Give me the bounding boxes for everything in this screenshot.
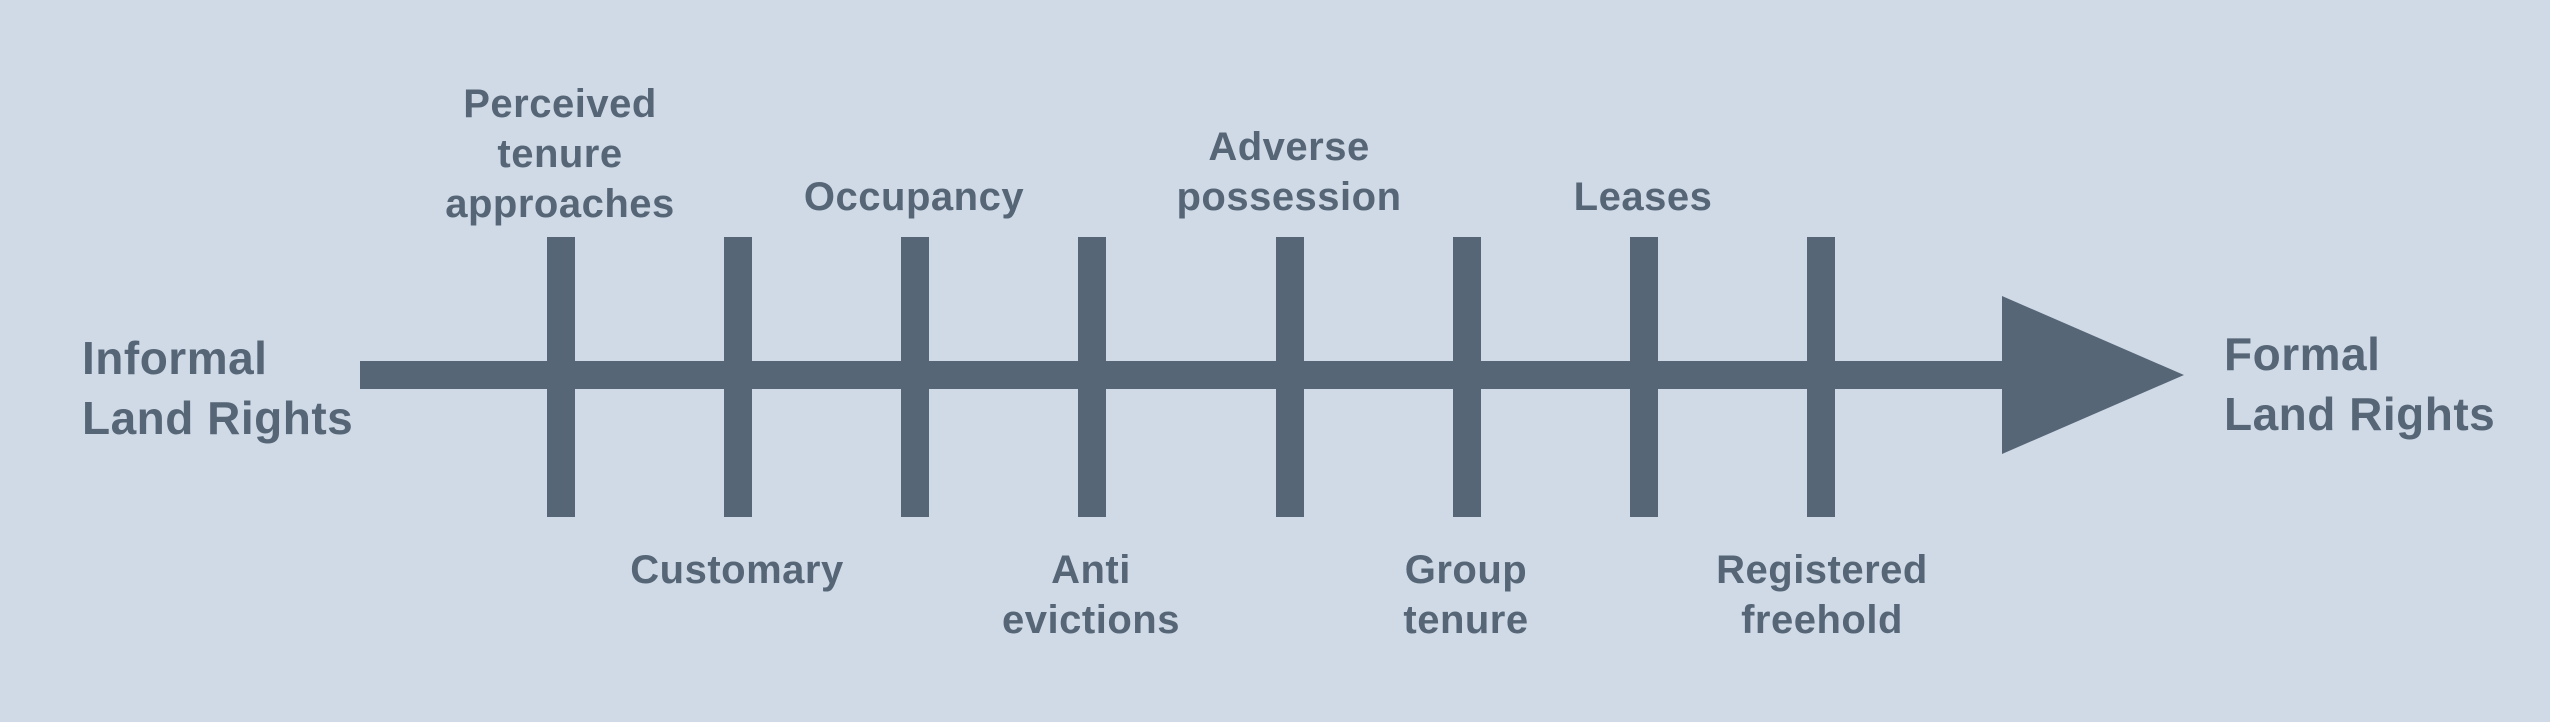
stage-tick <box>1807 237 1835 517</box>
stage-label-adverse-possession: Adverse possession <box>1176 125 1402 219</box>
stage-label-perceived-tenure-approaches: Perceived tenure approaches <box>445 82 675 226</box>
stage-tick <box>1630 237 1658 517</box>
stage-label-customary: Customary <box>630 548 844 592</box>
stage-label-leases: Leases <box>1573 175 1713 219</box>
stage-tick <box>1078 237 1106 517</box>
stage-label-group-tenure: Group tenure <box>1403 548 1529 642</box>
continuum-axis <box>360 361 2010 389</box>
informal-land-rights-label: Informal Land Rights <box>82 332 354 444</box>
stage-tick <box>547 237 575 517</box>
stage-tick <box>1276 237 1304 517</box>
continuum-arrowhead <box>2002 296 2184 454</box>
stage-tick <box>1453 237 1481 517</box>
stage-label-occupancy: Occupancy <box>803 175 1025 219</box>
formal-land-rights-label: Formal Land Rights <box>2224 328 2496 440</box>
stage-tick <box>724 237 752 517</box>
stage-label-anti-evictions: Anti evictions <box>1002 548 1180 642</box>
stage-tick <box>901 237 929 517</box>
stage-label-registered-freehold: Registered freehold <box>1716 548 1928 642</box>
stage-ticks <box>547 237 1835 517</box>
